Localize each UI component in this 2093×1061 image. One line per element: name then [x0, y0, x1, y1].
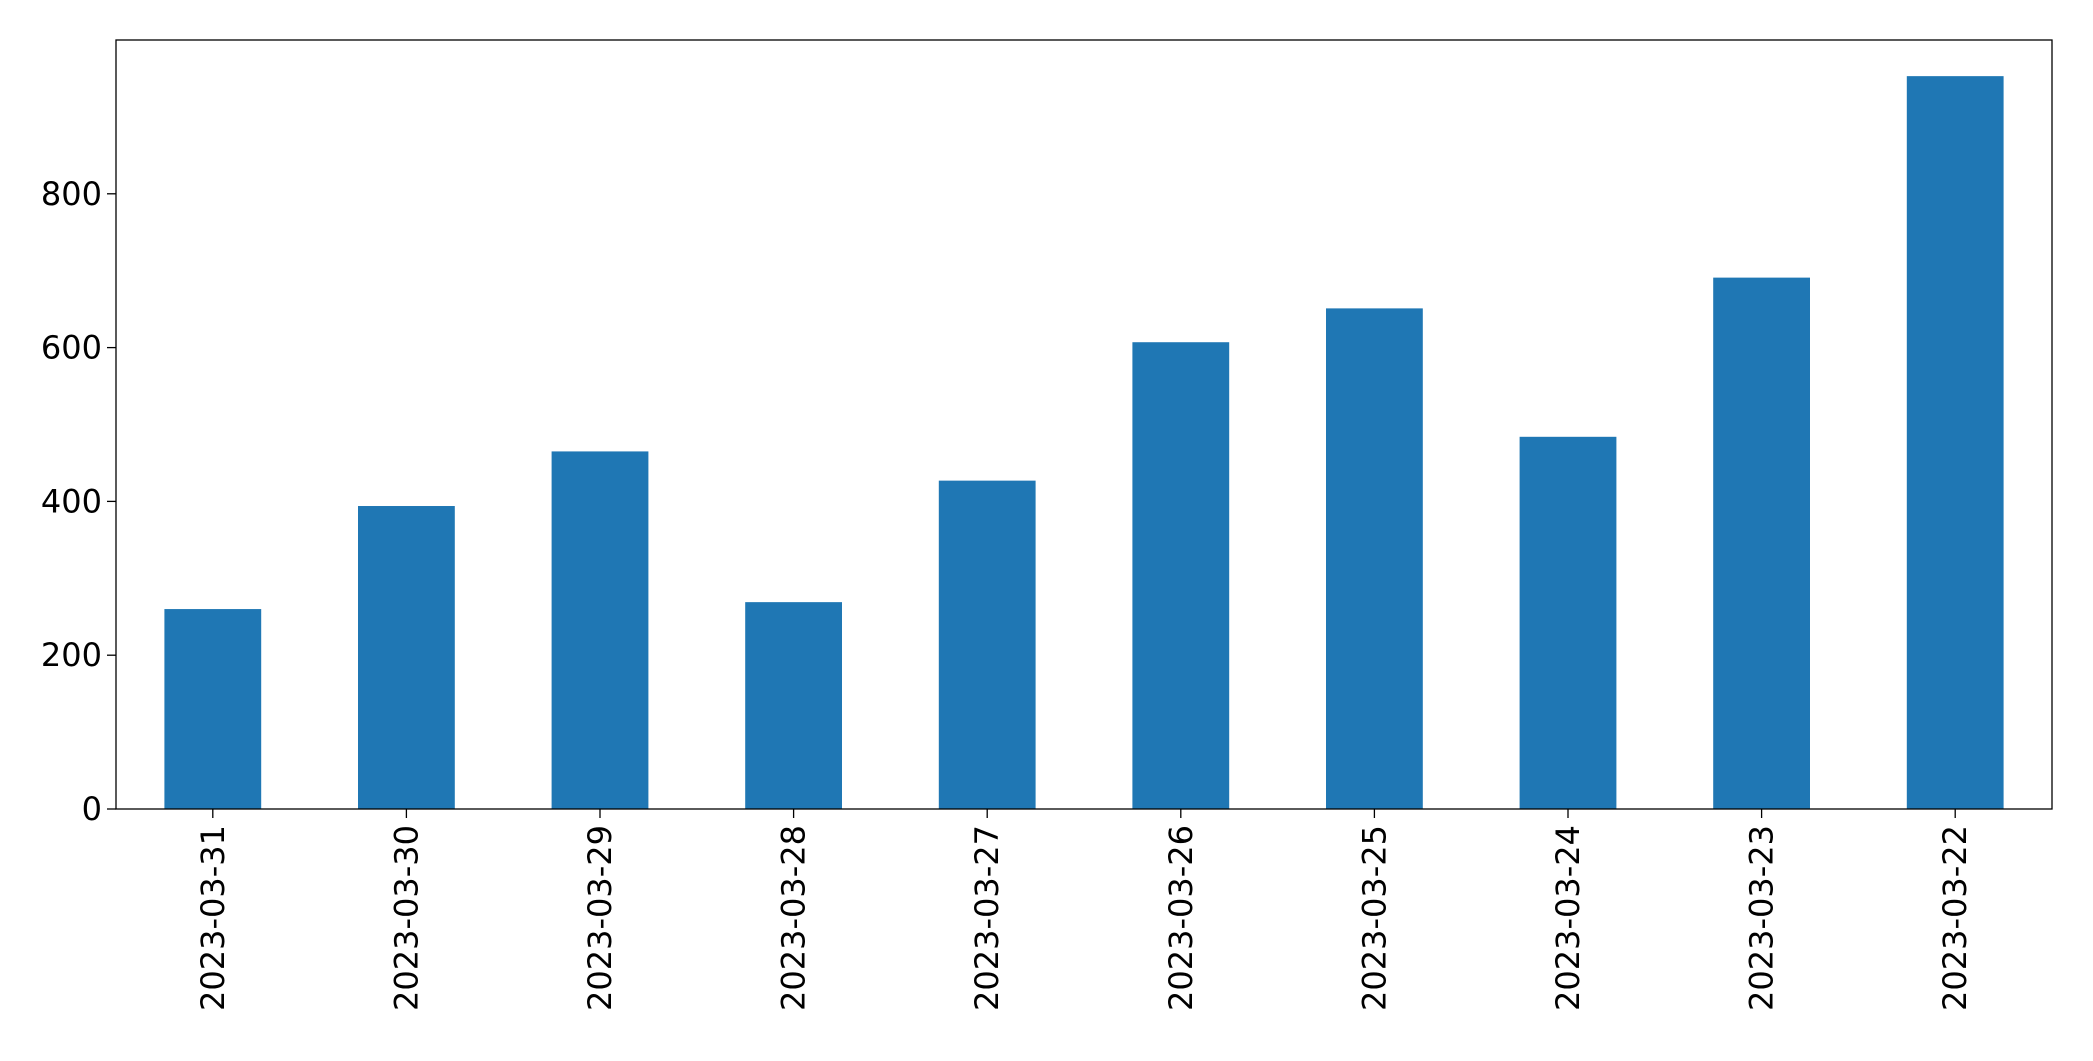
- axes-frame: [115, 39, 2053, 810]
- bar: [938, 480, 1036, 809]
- bar: [1132, 342, 1230, 809]
- y-tick-label: 600: [41, 329, 102, 367]
- x-tick-label: 2023-03-27: [968, 825, 1006, 1011]
- y-tick-label: 800: [41, 175, 102, 213]
- y-tick-label: 400: [41, 482, 102, 520]
- x-tick-label: 2023-03-29: [581, 825, 619, 1011]
- bar: [164, 609, 262, 809]
- bar: [551, 451, 649, 809]
- x-tick-label: 2023-03-28: [775, 825, 813, 1011]
- bar: [358, 506, 455, 809]
- bar: [1906, 76, 2004, 809]
- x-tick-label: 2023-03-24: [1549, 825, 1587, 1011]
- x-tick-label: 2023-03-30: [387, 825, 425, 1011]
- bar: [1713, 277, 1810, 810]
- x-tick-label: 2023-03-31: [194, 825, 232, 1011]
- bar: [1326, 308, 1423, 809]
- y-tick-label: 200: [41, 636, 102, 674]
- bar: [745, 602, 842, 809]
- y-tick-label: 0: [82, 790, 102, 828]
- x-tick-label: 2023-03-23: [1743, 825, 1781, 1011]
- x-tick-label: 2023-03-22: [1936, 825, 1974, 1011]
- x-tick-label: 2023-03-25: [1355, 825, 1393, 1011]
- x-tick-label: 2023-03-26: [1162, 825, 1200, 1011]
- bar: [1519, 436, 1617, 809]
